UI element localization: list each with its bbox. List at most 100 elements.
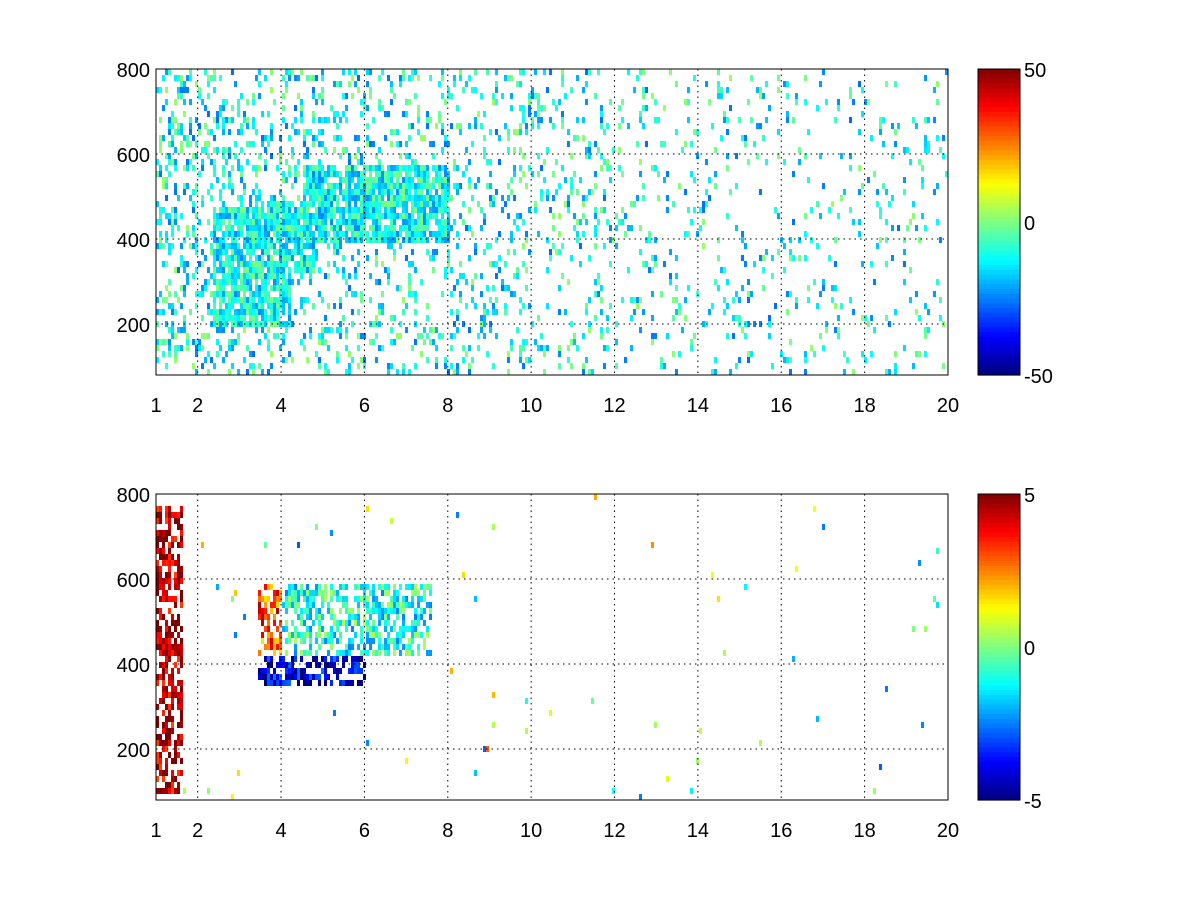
heatmap-cell <box>312 243 315 249</box>
heatmap-cell <box>594 93 597 99</box>
heatmap-cell <box>180 303 183 309</box>
heatmap-cell <box>543 345 546 351</box>
heatmap-cell <box>768 105 771 111</box>
heatmap-cell <box>288 351 291 357</box>
colorbar-band <box>978 92 1020 99</box>
heatmap-cell <box>330 225 333 231</box>
heatmap-cell <box>276 303 279 309</box>
heatmap-cell <box>396 285 399 291</box>
heatmap-cell <box>423 231 426 237</box>
heatmap-cell <box>156 566 159 572</box>
heatmap-cell <box>423 201 426 207</box>
heatmap-cell <box>861 261 864 267</box>
heatmap-cell <box>384 225 387 231</box>
heatmap-cell <box>345 644 348 650</box>
heatmap-cell <box>378 644 381 650</box>
heatmap-cell <box>186 75 189 81</box>
heatmap-cell <box>300 620 303 626</box>
heatmap-cell <box>915 309 918 315</box>
heatmap-cell <box>312 111 315 117</box>
heatmap-cell <box>168 554 171 560</box>
heatmap-cell <box>453 165 456 171</box>
heatmap-cell <box>393 225 396 231</box>
heatmap-cell <box>882 141 885 147</box>
heatmap-cell <box>714 147 717 153</box>
heatmap-cell <box>297 590 300 596</box>
colorbar-band <box>978 670 1020 677</box>
heatmap-cell <box>156 560 159 566</box>
heatmap-cell <box>267 141 270 147</box>
heatmap-cell <box>156 704 159 710</box>
heatmap-cell <box>525 728 528 734</box>
heatmap-cell <box>162 351 165 357</box>
heatmap-cell <box>684 141 687 147</box>
heatmap-cell <box>282 231 285 237</box>
heatmap-cell <box>348 668 351 674</box>
heatmap-cell <box>222 315 225 321</box>
heatmap-cell <box>273 614 276 620</box>
heatmap-cell <box>318 680 321 686</box>
heatmap-cell <box>279 225 282 231</box>
heatmap-cell <box>192 363 195 369</box>
heatmap-cell <box>333 207 336 213</box>
heatmap-cell <box>171 728 174 734</box>
heatmap-cell <box>324 327 327 333</box>
heatmap-cell <box>339 219 342 225</box>
heatmap-cell <box>258 309 261 315</box>
heatmap-cell <box>429 608 432 614</box>
heatmap-cell <box>519 147 522 153</box>
heatmap-cell <box>414 189 417 195</box>
heatmap-cell <box>390 201 393 207</box>
heatmap-cell <box>357 614 360 620</box>
heatmap-cell <box>216 315 219 321</box>
heatmap-cell <box>933 596 936 602</box>
heatmap-cell <box>477 111 480 117</box>
heatmap-cell <box>255 165 258 171</box>
heatmap-cell <box>606 123 609 129</box>
heatmap-cell <box>237 285 240 291</box>
heatmap-cell <box>381 345 384 351</box>
heatmap-cell <box>735 183 738 189</box>
heatmap-cell <box>396 608 399 614</box>
heatmap-cell <box>342 213 345 219</box>
heatmap-cell <box>270 261 273 267</box>
heatmap-cell <box>267 207 270 213</box>
heatmap-cell <box>294 632 297 638</box>
heatmap-cell <box>351 189 354 195</box>
heatmap-cell <box>531 123 534 129</box>
heatmap-cell <box>246 237 249 243</box>
heatmap-cell <box>165 153 168 159</box>
heatmap-cell <box>162 560 165 566</box>
heatmap-cell <box>231 243 234 249</box>
heatmap-cell <box>426 650 429 656</box>
heatmap-cell <box>468 123 471 129</box>
heatmap-cell <box>363 225 366 231</box>
heatmap-cell <box>390 602 393 608</box>
heatmap-cell <box>504 309 507 315</box>
heatmap-cell <box>222 171 225 177</box>
heatmap-cell <box>567 207 570 213</box>
heatmap-cell <box>279 674 282 680</box>
heatmap-cell <box>393 195 396 201</box>
x-tick-label: 20 <box>937 395 959 417</box>
heatmap-cell <box>891 195 894 201</box>
heatmap-cell <box>159 536 162 542</box>
heatmap-cell <box>441 213 444 219</box>
heatmap-cell <box>219 219 222 225</box>
heatmap-cell <box>246 345 249 351</box>
heatmap-cell <box>282 291 285 297</box>
heatmap-cell <box>489 261 492 267</box>
heatmap-cell <box>429 195 432 201</box>
heatmap-cell <box>297 171 300 177</box>
heatmap-cell <box>228 207 231 213</box>
heatmap-cell <box>597 291 600 297</box>
heatmap-cell <box>837 333 840 339</box>
heatmap-cell <box>285 231 288 237</box>
heatmap-cell <box>399 165 402 171</box>
heatmap-cell <box>261 111 264 117</box>
heatmap-cell <box>372 231 375 237</box>
heatmap-cell <box>327 231 330 237</box>
heatmap-cell <box>327 303 330 309</box>
heatmap-cell <box>528 249 531 255</box>
